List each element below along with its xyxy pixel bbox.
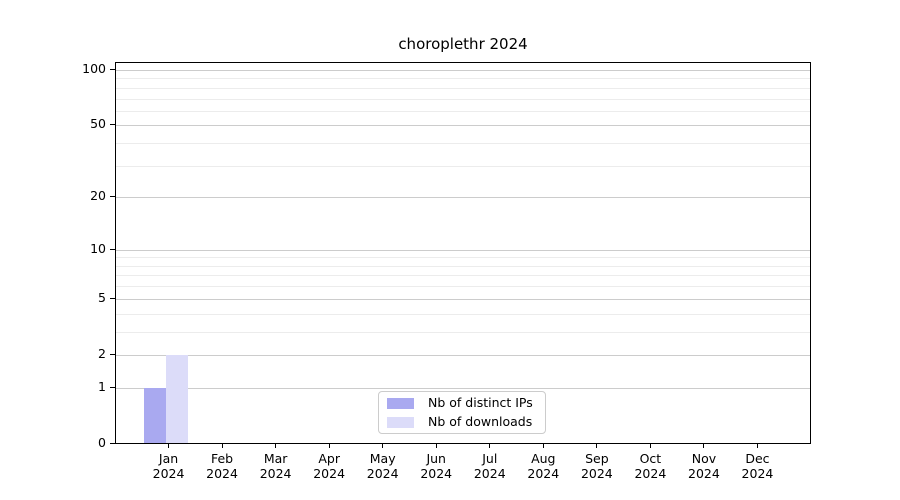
y-tick-label: 1 — [98, 378, 106, 394]
gridline-major — [116, 125, 810, 127]
x-tick-label: Jun 2024 — [420, 451, 453, 481]
x-tick-label: Jul 2024 — [473, 451, 506, 481]
x-tick-label: Apr 2024 — [313, 451, 346, 481]
legend-item-downloads: Nb of downloads — [387, 415, 537, 429]
y-tick — [110, 297, 115, 299]
x-tick — [756, 444, 758, 448]
x-tick — [168, 444, 170, 448]
plot-area — [115, 62, 811, 444]
gridline-minor — [116, 110, 810, 112]
y-tick-label: 20 — [90, 188, 106, 204]
gridline-minor — [116, 331, 810, 333]
legend-swatch-distinct-ips — [387, 397, 414, 409]
x-tick-label: Sep 2024 — [580, 451, 613, 481]
x-tick-label: Nov 2024 — [688, 451, 720, 481]
y-tick-label: 0 — [98, 435, 106, 450]
gridline-minor — [116, 165, 810, 167]
x-tick-label: Oct 2024 — [634, 451, 667, 481]
y-tick-label: 5 — [98, 289, 106, 305]
legend-item-distinct-ips: Nb of distinct IPs — [387, 396, 537, 410]
x-tick — [703, 444, 705, 448]
y-tick — [110, 69, 115, 70]
gridline-minor — [116, 265, 810, 267]
legend: Nb of distinct IPs Nb of downloads — [378, 391, 546, 434]
x-tick-label: Jan 2024 — [152, 451, 185, 481]
legend-swatch-downloads — [387, 416, 414, 428]
x-tick — [221, 444, 223, 448]
y-tick-label: 50 — [90, 116, 106, 132]
gridline-minor — [116, 98, 810, 100]
y-tick-label: 100 — [82, 61, 106, 76]
gridline-minor — [116, 87, 810, 89]
x-tick — [435, 444, 437, 448]
x-tick-label: May 2024 — [366, 451, 399, 481]
x-tick — [542, 444, 544, 448]
bar-distinct-ips — [143, 387, 166, 443]
gridline-minor — [116, 78, 810, 80]
gridline-minor — [116, 275, 810, 277]
x-tick — [649, 444, 651, 448]
y-tick — [110, 353, 115, 355]
chart-title: choroplethr 2024 — [398, 35, 528, 53]
x-tick-label: Feb 2024 — [206, 451, 238, 481]
x-tick — [328, 444, 330, 448]
gridline-minor — [116, 286, 810, 288]
y-tick-label: 10 — [90, 240, 106, 256]
gridline-minor — [116, 257, 810, 259]
y-tick — [110, 386, 115, 388]
y-tick — [110, 443, 115, 444]
x-tick — [596, 444, 598, 448]
y-tick-label: 2 — [98, 345, 106, 361]
y-tick — [110, 248, 115, 250]
x-tick — [382, 444, 384, 448]
x-tick-label: Mar 2024 — [259, 451, 292, 481]
x-tick — [275, 444, 277, 448]
x-tick-label: Dec 2024 — [741, 451, 774, 481]
gridline-major — [116, 354, 810, 356]
gridline-major — [116, 249, 810, 251]
gridline-minor — [116, 143, 810, 145]
legend-label-downloads: Nb of downloads — [428, 414, 533, 429]
gridline-major — [116, 298, 810, 300]
y-tick — [110, 196, 115, 198]
x-tick — [489, 444, 491, 448]
gridline-major — [116, 70, 810, 71]
gridline-minor — [116, 313, 810, 315]
legend-label-distinct-ips: Nb of distinct IPs — [428, 395, 533, 410]
x-tick-label: Aug 2024 — [527, 451, 560, 481]
y-tick — [110, 124, 115, 126]
bar-downloads — [165, 354, 188, 443]
gridline-major — [116, 197, 810, 199]
gridline-major — [116, 387, 810, 389]
